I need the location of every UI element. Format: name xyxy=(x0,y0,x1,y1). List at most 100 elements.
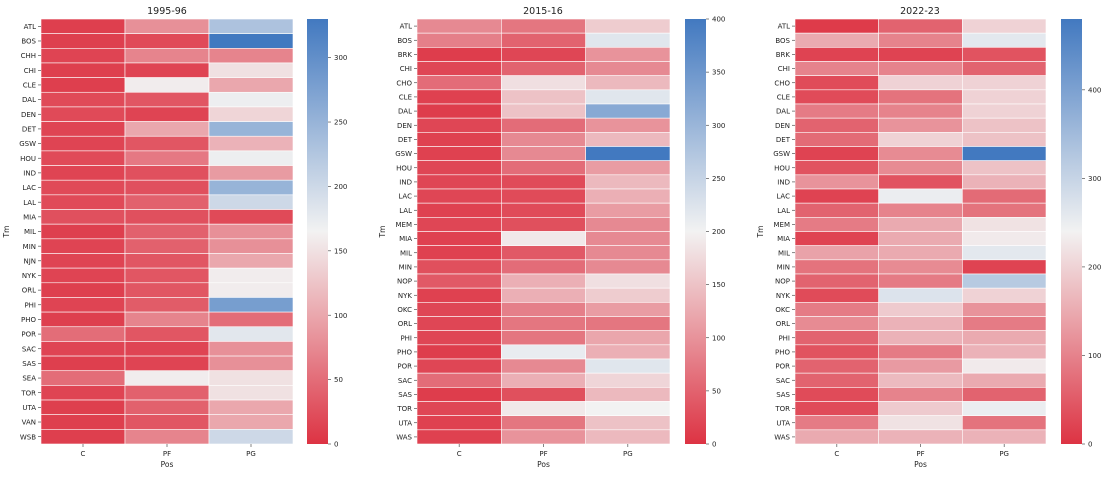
heatmap-cell xyxy=(962,75,1047,91)
colorbar-tick-label: 150 xyxy=(334,247,347,255)
y-tick-label: HOU xyxy=(774,164,790,172)
heatmap-cell xyxy=(208,121,294,137)
colorbar-tick-label: 50 xyxy=(712,387,721,395)
heatmap-cell xyxy=(962,32,1047,48)
heatmap-cell xyxy=(962,372,1047,388)
heatmap-cell xyxy=(416,160,502,176)
heatmap-cell xyxy=(794,231,879,246)
heatmap-cell xyxy=(501,401,586,416)
heatmap-cell xyxy=(794,18,879,34)
heatmap-cell xyxy=(40,62,126,78)
panel-title: 2022-23 xyxy=(900,6,940,17)
y-tick-label: CLE xyxy=(777,94,790,102)
heatmap-cell xyxy=(40,253,126,269)
heatmap-cell xyxy=(878,429,963,445)
heatmap-cell xyxy=(585,61,671,76)
colorbar-tick-label: 100 xyxy=(712,334,725,342)
heatmap-cell xyxy=(878,316,963,331)
heatmap-cell xyxy=(124,253,210,269)
heatmap-cell xyxy=(878,259,963,275)
heatmap-cell xyxy=(208,238,294,254)
y-tick-label: LAC xyxy=(22,184,36,192)
heatmap-cell xyxy=(878,174,963,190)
heatmap-cell xyxy=(794,302,879,317)
y-tick-label: TOR xyxy=(396,405,412,413)
heatmap-cell xyxy=(962,387,1047,402)
heatmap-cell xyxy=(878,103,963,119)
heatmap-cell xyxy=(124,91,210,108)
heatmap-cell xyxy=(40,48,126,64)
heatmap-cell xyxy=(124,341,210,357)
heatmap-cell xyxy=(416,372,502,388)
heatmap-cell xyxy=(501,202,586,218)
heatmap-cell xyxy=(585,372,671,388)
heatmap-cell xyxy=(501,429,586,445)
heatmap-cell xyxy=(208,223,294,240)
y-tick-label: TOR xyxy=(774,405,790,413)
heatmap-cell xyxy=(585,287,671,303)
heatmap-cell xyxy=(878,132,963,147)
y-tick-label: DET xyxy=(22,126,37,134)
y-tick-label: LAC xyxy=(398,193,412,201)
y-tick-label: LAL xyxy=(23,199,36,207)
heatmap-cell xyxy=(794,89,879,105)
heatmap-cell xyxy=(585,103,671,119)
y-tick-label: NJN xyxy=(23,257,36,265)
colorbar-tick-label: 400 xyxy=(712,16,725,24)
heatmap-cell xyxy=(208,267,294,284)
y-tick-label: ORL xyxy=(22,287,36,295)
heatmap-cell xyxy=(124,385,210,401)
heatmap-cell xyxy=(585,75,671,91)
heatmap-cell xyxy=(208,106,294,122)
heatmap-cell xyxy=(416,146,502,161)
heatmap-cell xyxy=(208,194,294,210)
heatmap-cell xyxy=(416,231,502,246)
heatmap-cell xyxy=(962,358,1047,374)
y-tick-label: DAL xyxy=(776,108,790,116)
heatmap-cell xyxy=(878,358,963,374)
y-tick-label: DEN xyxy=(775,122,790,130)
heatmap-cell xyxy=(501,89,586,105)
heatmap-cell xyxy=(962,103,1047,119)
y-tick-label: UTA xyxy=(398,419,412,427)
heatmap-cell xyxy=(962,245,1047,261)
y-tick-label: SAS xyxy=(776,391,790,399)
x-axis-label: Pos xyxy=(914,460,927,469)
colorbar-tick-label: 350 xyxy=(712,69,725,77)
heatmap-cell xyxy=(416,47,502,62)
y-tick-label: MIN xyxy=(399,264,412,272)
heatmap-cell xyxy=(40,414,126,430)
colorbar-tick-label: 300 xyxy=(334,54,347,62)
heatmap-cell xyxy=(878,61,963,76)
y-tick-label: WAS xyxy=(774,434,790,442)
heatmap-cell xyxy=(208,91,294,108)
heatmap-cell xyxy=(878,344,963,360)
heatmap-cell xyxy=(124,238,210,254)
y-tick-label: POR xyxy=(397,363,412,371)
heatmap-cell xyxy=(962,132,1047,147)
heatmap-cell xyxy=(794,32,879,48)
x-axis-label: Pos xyxy=(161,460,174,469)
heatmap-panel-1995-96: 1995-96 ATL BOS CHH CHI CLE DAL DEN DET GSW HOU IND… xyxy=(2,6,347,469)
heatmap-cell xyxy=(878,160,963,176)
heatmap-cell xyxy=(585,188,671,204)
heatmap-cell xyxy=(501,75,586,91)
y-tick-label: MIL xyxy=(24,228,36,236)
y-tick-label: MIN xyxy=(23,243,36,251)
heatmap-cell xyxy=(878,18,963,34)
heatmap-cell xyxy=(794,132,879,147)
colorbar-tick-label: 100 xyxy=(334,312,347,320)
heatmap-cell xyxy=(40,194,126,210)
heatmap-cell xyxy=(585,18,671,34)
y-tick-label: ATL xyxy=(400,23,413,31)
heatmap-cell xyxy=(124,429,210,445)
heatmap-cell xyxy=(962,174,1047,190)
heatmap-cell xyxy=(208,429,294,445)
y-tick-label: IND xyxy=(399,179,412,187)
heatmap-cell xyxy=(585,89,671,105)
heatmap-cell xyxy=(416,245,502,261)
heatmap-cell xyxy=(416,188,502,204)
heatmap-cell xyxy=(794,245,879,261)
y-tick-label: WAS xyxy=(396,434,412,442)
heatmap-cell xyxy=(878,47,963,62)
